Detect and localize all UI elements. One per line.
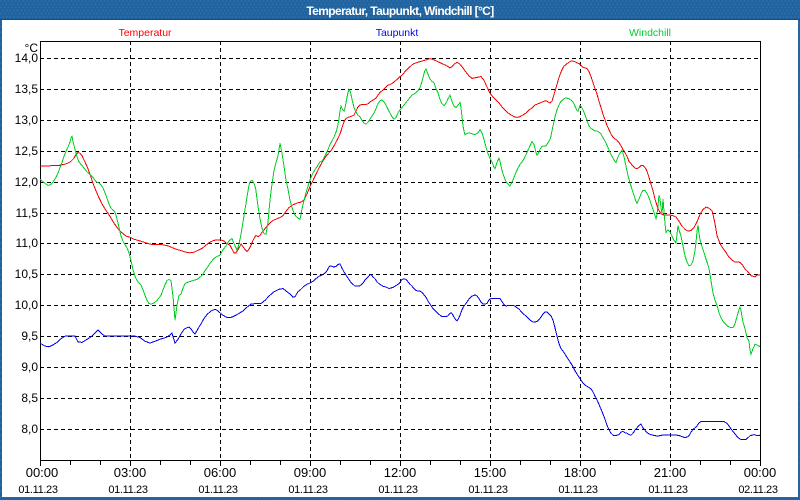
svg-text:Temperatur: Temperatur [118, 27, 172, 39]
svg-text:01.11.23: 01.11.23 [18, 484, 57, 496]
svg-text:8,0: 8,0 [21, 422, 38, 436]
svg-text:°C: °C [25, 41, 39, 55]
svg-text:18:00: 18:00 [564, 465, 597, 480]
svg-text:14,0: 14,0 [15, 51, 39, 65]
svg-text:Taupunkt: Taupunkt [376, 27, 419, 39]
svg-text:01.11.23: 01.11.23 [558, 484, 597, 496]
svg-text:11,0: 11,0 [16, 236, 39, 250]
svg-text:10,5: 10,5 [15, 267, 39, 281]
svg-text:01.11.23: 01.11.23 [648, 484, 687, 496]
svg-text:9,0: 9,0 [21, 360, 38, 374]
svg-text:00:00: 00:00 [744, 465, 777, 480]
svg-text:01.11.23: 01.11.23 [468, 484, 507, 496]
svg-text:21:00: 21:00 [654, 465, 687, 480]
svg-text:8,5: 8,5 [21, 391, 38, 405]
svg-text:Windchill: Windchill [629, 27, 671, 39]
svg-text:06:00: 06:00 [204, 465, 237, 480]
svg-text:11,5: 11,5 [16, 206, 39, 220]
svg-text:01.11.23: 01.11.23 [198, 484, 237, 496]
svg-text:01.11.23: 01.11.23 [378, 484, 417, 496]
svg-text:15:00: 15:00 [474, 465, 507, 480]
svg-text:02.11.23: 02.11.23 [738, 484, 777, 496]
svg-text:03:00: 03:00 [114, 465, 147, 480]
svg-text:01.11.23: 01.11.23 [288, 484, 327, 496]
svg-text:12,5: 12,5 [15, 144, 39, 158]
svg-text:13,5: 13,5 [15, 82, 39, 96]
svg-text:12:00: 12:00 [384, 465, 417, 480]
svg-text:10,0: 10,0 [15, 298, 39, 312]
svg-text:09:00: 09:00 [294, 465, 327, 480]
svg-text:9,5: 9,5 [21, 329, 38, 343]
svg-text:00:00: 00:00 [26, 465, 59, 480]
svg-text:Temperatur, Taupunkt, Windchil: Temperatur, Taupunkt, Windchill [°C] [306, 4, 494, 18]
svg-text:12,0: 12,0 [15, 175, 39, 189]
svg-text:01.11.23: 01.11.23 [108, 484, 147, 496]
svg-text:13,0: 13,0 [15, 113, 39, 127]
